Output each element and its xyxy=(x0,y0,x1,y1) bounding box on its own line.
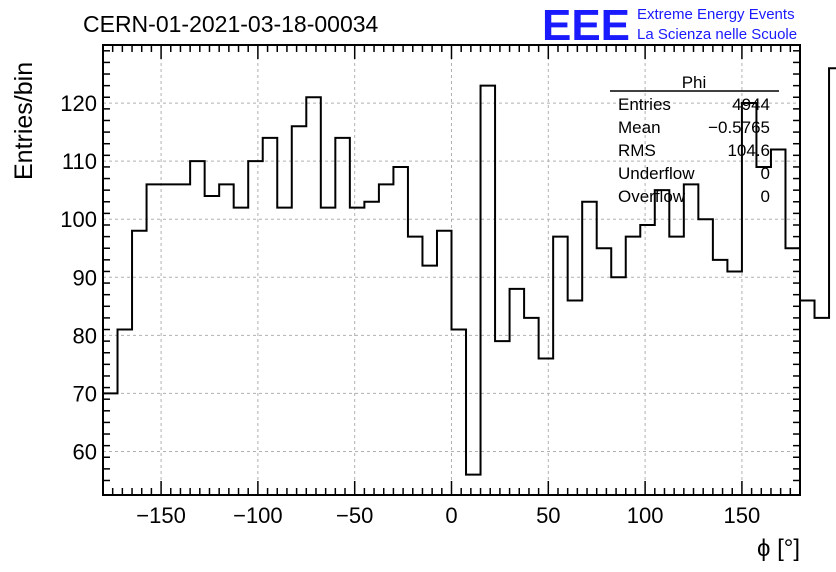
histogram-line xyxy=(103,67,836,476)
histogram-series xyxy=(103,67,836,476)
x-tick-label: 0 xyxy=(445,503,457,528)
stats-row-label: Overflow xyxy=(618,187,686,206)
y-tick-label: 60 xyxy=(73,439,97,464)
stats-box: Phi Entries 4944 Mean −0.5765 RMS 104.6 Underf… xyxy=(610,73,779,206)
x-tick-label: −100 xyxy=(233,503,283,528)
stats-row-value: 104.6 xyxy=(727,141,770,160)
stats-row-value: −0.5765 xyxy=(708,118,770,137)
x-axis-label: ϕ [°] xyxy=(757,535,800,562)
y-tick-label: 120 xyxy=(60,91,97,116)
y-tick-label: 70 xyxy=(73,381,97,406)
stats-row-label: Mean xyxy=(618,118,661,137)
y-tick-label: 110 xyxy=(62,149,97,174)
x-tick-label: −50 xyxy=(336,503,373,528)
stats-row-label: Entries xyxy=(618,95,671,114)
tick-labels: −150 −100 −50 0 50 100 150 60 70 80 90 100 110 120 xyxy=(60,91,760,528)
y-tick-label: 100 xyxy=(60,207,97,232)
stats-row-label: Underflow xyxy=(618,164,695,183)
stats-row-value: 0 xyxy=(761,187,770,206)
y-tick-label: 90 xyxy=(73,265,97,290)
logo-subtitle-line2: La Scienza nelle Scuole xyxy=(637,26,797,43)
x-tick-label: −150 xyxy=(136,503,186,528)
x-tick-label: 150 xyxy=(724,503,761,528)
y-tick-label: 80 xyxy=(73,323,97,348)
logo-subtitle-line1: Extreme Energy Events xyxy=(637,6,795,23)
stats-row-label: RMS xyxy=(618,141,656,160)
x-tick-label: 100 xyxy=(627,503,664,528)
chart-title: CERN-01-2021-03-18-00034 xyxy=(83,11,379,37)
x-tick-label: 50 xyxy=(536,503,560,528)
stats-row-value: 0 xyxy=(761,164,770,183)
plot-frame xyxy=(102,44,801,496)
eee-logo: EEE xyxy=(542,1,630,50)
grid-lines xyxy=(103,45,800,495)
stats-title: Phi xyxy=(682,73,707,92)
stats-row-value: 4944 xyxy=(732,95,770,114)
y-axis-label: Entries/bin xyxy=(10,62,38,180)
